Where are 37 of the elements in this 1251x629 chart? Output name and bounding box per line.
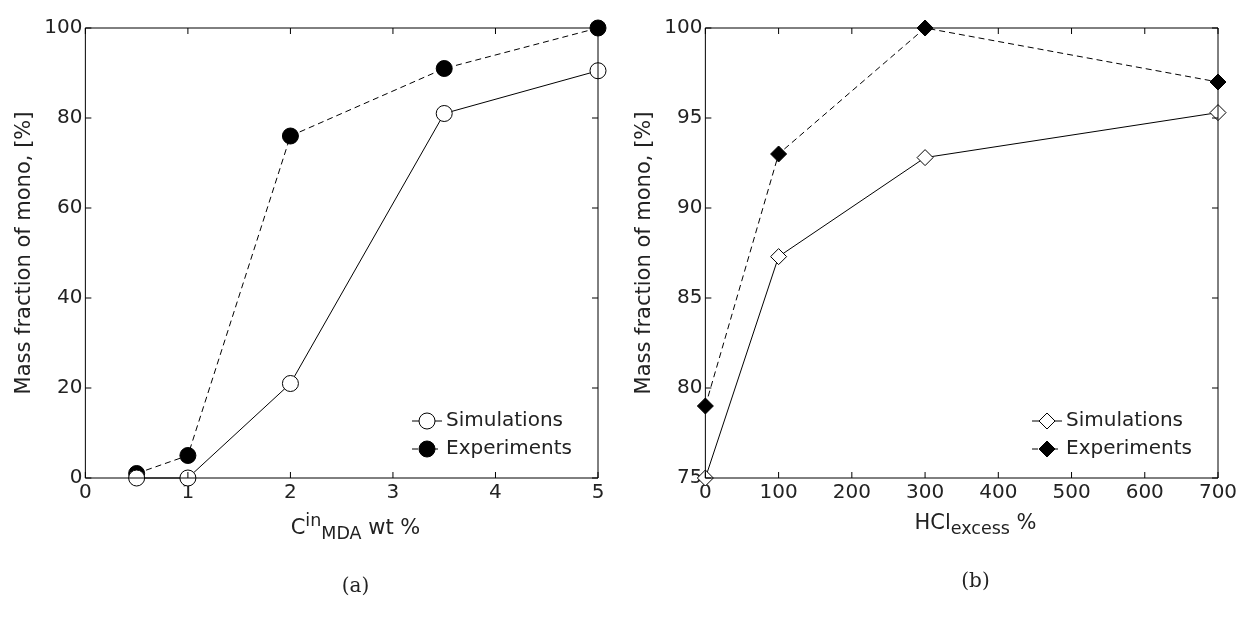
y-tick-label: 85	[676, 284, 703, 309]
text: (a)	[340, 573, 371, 598]
legend-label: Experiments	[446, 435, 573, 460]
x-tick-label: 500	[1052, 479, 1091, 504]
y-axis-title: Mass fraction of mono, [%]	[631, 111, 656, 395]
x-tick-label: 200	[832, 479, 871, 504]
legend-label: Experiments	[1066, 435, 1193, 460]
y-tick-label: 90	[676, 194, 703, 219]
point	[696, 397, 714, 415]
x-tick-label: 600	[1125, 479, 1164, 504]
x-tick-label: 100	[759, 479, 798, 504]
y-tick-label: 80	[56, 104, 83, 129]
text: (b)	[960, 568, 991, 593]
x-tick-label: 4	[489, 479, 502, 504]
y-tick-label: 80	[676, 374, 703, 399]
y-tick-label: 60	[56, 194, 83, 219]
point	[770, 145, 788, 163]
x-tick-label: 700	[1198, 479, 1238, 504]
y-tick-label: 100	[664, 14, 703, 39]
x-tick-label: 5	[591, 479, 605, 504]
x-tick-label: 3	[386, 479, 400, 504]
y-tick-label: 20	[56, 374, 83, 399]
x-tick-label: 2	[284, 479, 297, 504]
y-tick-label: 95	[676, 104, 703, 129]
legend-label: Simulations	[446, 407, 563, 432]
x-tick-label: 300	[905, 479, 945, 504]
y-tick-label: 100	[44, 14, 83, 39]
point	[435, 60, 453, 77]
point	[281, 127, 299, 145]
x-tick-label: 400	[979, 479, 1018, 504]
y-axis-title: Mass fraction of mono, [%]	[11, 111, 36, 395]
y-tick-label: 40	[56, 284, 83, 309]
point	[179, 447, 197, 464]
x-axis-title: C$^{in}$$_{MDA}$ wt %	[289, 510, 422, 544]
point	[435, 105, 453, 122]
legend-label: Simulations	[1066, 407, 1183, 432]
x-axis-title: HCl$_{excess}$ %	[913, 510, 1038, 539]
